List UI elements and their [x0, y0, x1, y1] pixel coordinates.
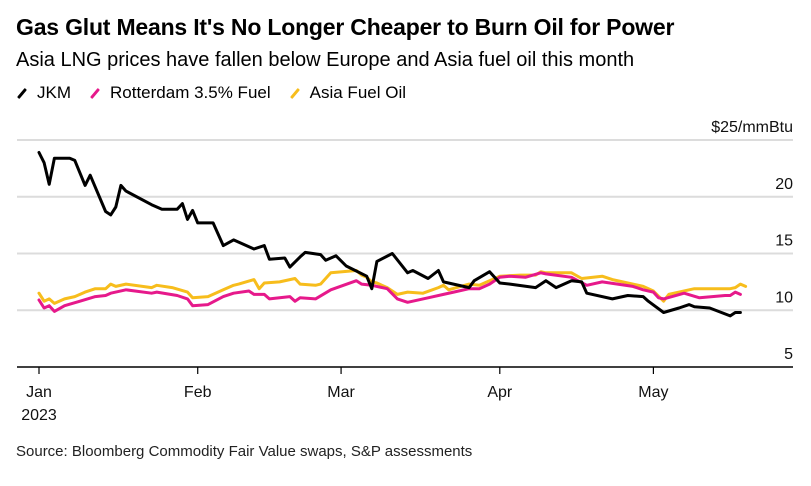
legend-item-jkm: JKM	[16, 83, 71, 103]
series-line-jkm	[37, 151, 742, 318]
chart-title: Gas Glut Means It's No Longer Cheaper to…	[16, 14, 675, 40]
x-tick-label-feb: Feb	[184, 384, 212, 401]
axes: $25/mmBtu 20 15 10 5 Jan 2023 Feb Mar Apr May	[17, 119, 793, 424]
legend-label-asia-fuel-oil: Asia Fuel Oil	[309, 83, 407, 102]
x-tick-label-apr: Apr	[487, 384, 513, 401]
gridlines	[17, 139, 793, 312]
y-tick-label-15: 15	[775, 233, 793, 250]
y-tick-label-25: $25/mmBtu	[711, 119, 793, 136]
x-tick-sublabel-year: 2023	[21, 407, 57, 424]
y-tick-label-5: 5	[784, 346, 793, 363]
chart-subtitle: Asia LNG prices have fallen below Europe…	[16, 49, 635, 71]
series-line-asia-fuel-oil	[37, 269, 748, 305]
x-tick-label-may: May	[638, 384, 668, 401]
legend-item-asia-fuel-oil: Asia Fuel Oil	[289, 83, 406, 103]
x-tick-label-jan: Jan	[26, 384, 52, 401]
legend: JKM Rotterdam 3.5% Fuel Asia Fuel Oil	[16, 83, 424, 103]
legend-label-rotterdam: Rotterdam 3.5% Fuel	[110, 83, 271, 102]
series-lines	[37, 151, 748, 318]
legend-item-rotterdam: Rotterdam 3.5% Fuel	[89, 83, 271, 103]
legend-label-jkm: JKM	[37, 83, 71, 102]
y-tick-label-10: 10	[775, 289, 793, 306]
source-note: Source: Bloomberg Commodity Fair Value s…	[16, 443, 473, 460]
x-tick-label-mar: Mar	[327, 384, 355, 401]
y-tick-label-20: 20	[775, 176, 793, 193]
series-line-rotterdam-3-5-fuel	[37, 271, 742, 313]
